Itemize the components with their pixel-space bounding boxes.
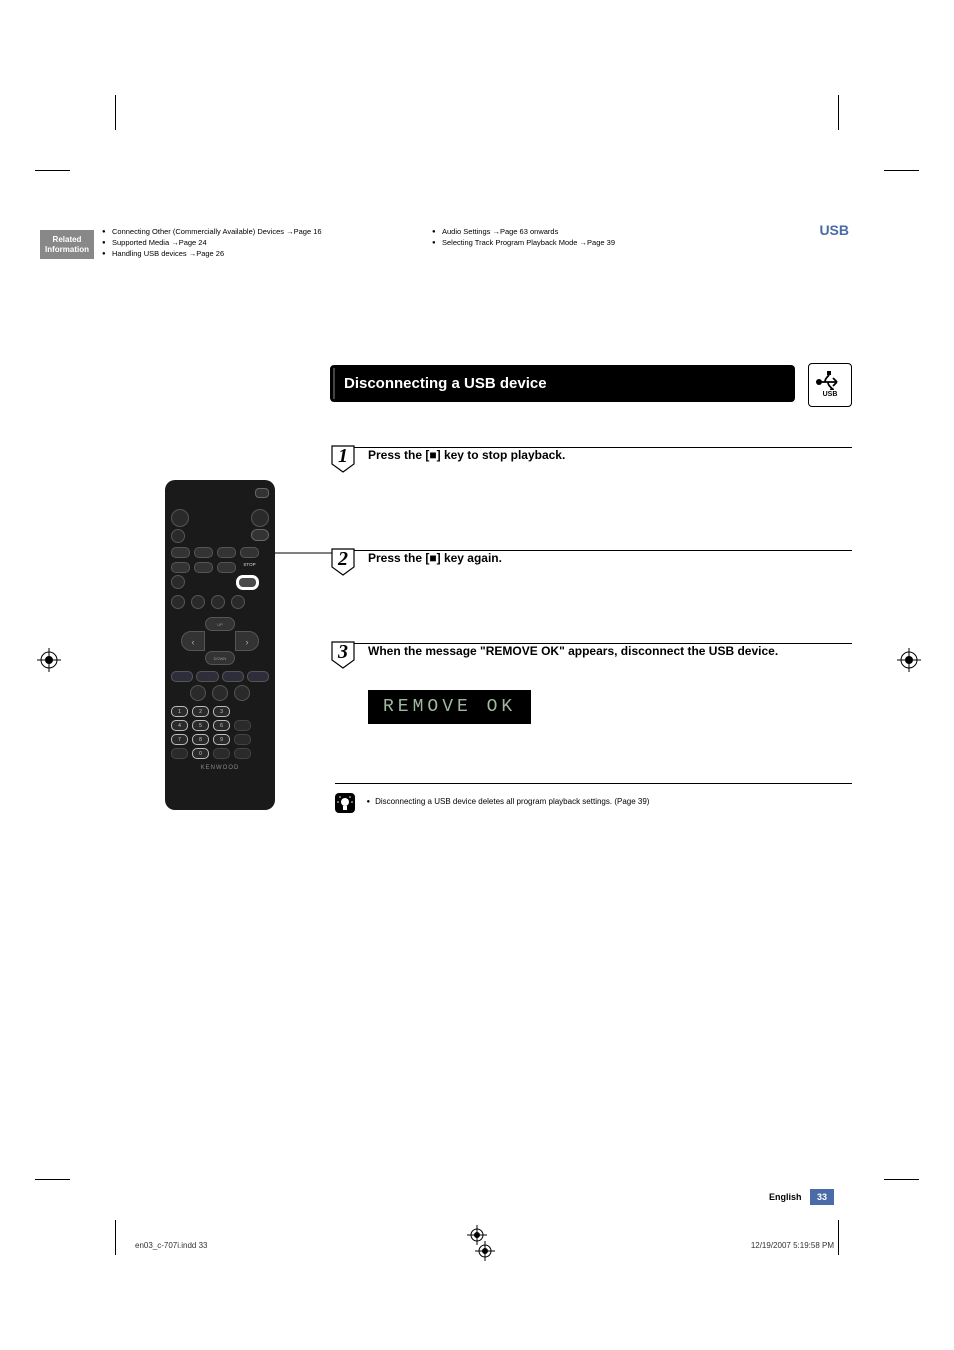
remote-button [171, 595, 185, 609]
section-title: Disconnecting a USB device [344, 375, 547, 392]
related-line2: Information [43, 245, 91, 255]
remote-button [234, 748, 251, 759]
numpad-key: 4 [171, 720, 188, 731]
remote-control-diagram: STOP UP ‹ › DOWN [165, 480, 275, 810]
note-text: Disconnecting a USB device deletes all p… [366, 792, 649, 807]
footer-page-number: 33 [810, 1189, 834, 1205]
step-number-badge: 3 [330, 640, 356, 668]
remote-button [171, 529, 185, 543]
remote-button [234, 734, 251, 745]
registration-mark-icon [897, 648, 917, 668]
power-button [255, 488, 269, 498]
registration-mark-icon [475, 1241, 495, 1263]
lcd-display: REMOVE OK [368, 690, 531, 724]
numpad-key: 5 [192, 720, 209, 731]
usb-badge-label: USB [809, 391, 851, 398]
step-number-badge: 2 [330, 547, 356, 575]
related-item: Audio Settings →Page 63 onwards [432, 227, 615, 237]
remote-button [217, 562, 236, 573]
remote-button [247, 671, 269, 682]
remote-button [211, 595, 225, 609]
remote-button [213, 748, 230, 759]
remote-button [234, 685, 250, 701]
usb-icon [815, 368, 845, 390]
numpad-key: 7 [171, 734, 188, 745]
nav-up: UP [205, 617, 235, 631]
numpad-key: 0 [192, 748, 209, 759]
related-item: Supported Media →Page 24 [102, 238, 742, 248]
remote-button [171, 509, 189, 527]
remote-button [222, 671, 244, 682]
nav-down: DOWN [205, 651, 235, 665]
connector-line [268, 549, 338, 569]
remote-button [212, 685, 228, 701]
remote-button [171, 562, 190, 573]
stop-button-highlighted [237, 576, 258, 589]
remote-button [196, 671, 218, 682]
related-info-tab: Related Information [40, 230, 94, 259]
remote-button [171, 575, 185, 589]
related-info-list: Connecting Other (Commercially Available… [102, 227, 742, 260]
meta-file: en03_c-707i.indd 33 [135, 1241, 208, 1250]
related-item: Selecting Track Program Playback Mode →P… [432, 238, 615, 248]
note-block: Disconnecting a USB device deletes all p… [330, 783, 852, 814]
numpad-key: 9 [213, 734, 230, 745]
section-title-bar: Disconnecting a USB device [330, 365, 795, 402]
tip-icon [334, 792, 356, 814]
numpad-key: 3 [213, 706, 230, 717]
numpad-key: 6 [213, 720, 230, 731]
remote-button [234, 720, 251, 731]
related-item: Handling USB devices →Page 26 [102, 249, 742, 259]
nav-right: › [235, 631, 259, 651]
section-category: USB [819, 222, 849, 238]
usb-badge: USB [808, 363, 852, 407]
remote-brand: KENWOOD [171, 765, 269, 771]
meta-timestamp: 12/19/2007 5:19:58 PM [751, 1241, 834, 1250]
step-number-badge: 1 [330, 444, 356, 472]
footer-language: English [769, 1192, 802, 1202]
remote-button [251, 509, 269, 527]
step-text: Press the [■] key to stop playback. [368, 447, 565, 463]
stop-label: STOP [240, 562, 259, 573]
print-meta-footer: en03_c-707i.indd 33 12/19/2007 5:19:58 P… [135, 1241, 834, 1250]
remote-nav-pad: UP ‹ › DOWN [181, 617, 259, 665]
remote-button [231, 595, 245, 609]
numpad-key: 1 [171, 706, 188, 717]
remote-button [240, 547, 259, 558]
page-footer: English 33 [769, 1189, 834, 1205]
numpad-key: 8 [192, 734, 209, 745]
remote-button [194, 547, 213, 558]
remote-button [190, 685, 206, 701]
remote-button [171, 748, 188, 759]
nav-left: ‹ [181, 631, 205, 651]
related-item: Connecting Other (Commercially Available… [102, 227, 742, 237]
remote-button [171, 547, 190, 558]
related-line1: Related [43, 235, 91, 245]
remote-button [217, 547, 236, 558]
step-text: When the message "REMOVE OK" appears, di… [368, 643, 838, 659]
remote-button [171, 671, 193, 682]
step-text: Press the [■] key again. [368, 550, 502, 566]
registration-mark-icon [37, 648, 57, 668]
remote-button [194, 562, 213, 573]
numpad-key: 2 [192, 706, 209, 717]
remote-button [191, 595, 205, 609]
remote-numpad: 1 2 3 4 5 6 7 8 9 0 [171, 706, 269, 759]
remote-button [251, 529, 269, 541]
